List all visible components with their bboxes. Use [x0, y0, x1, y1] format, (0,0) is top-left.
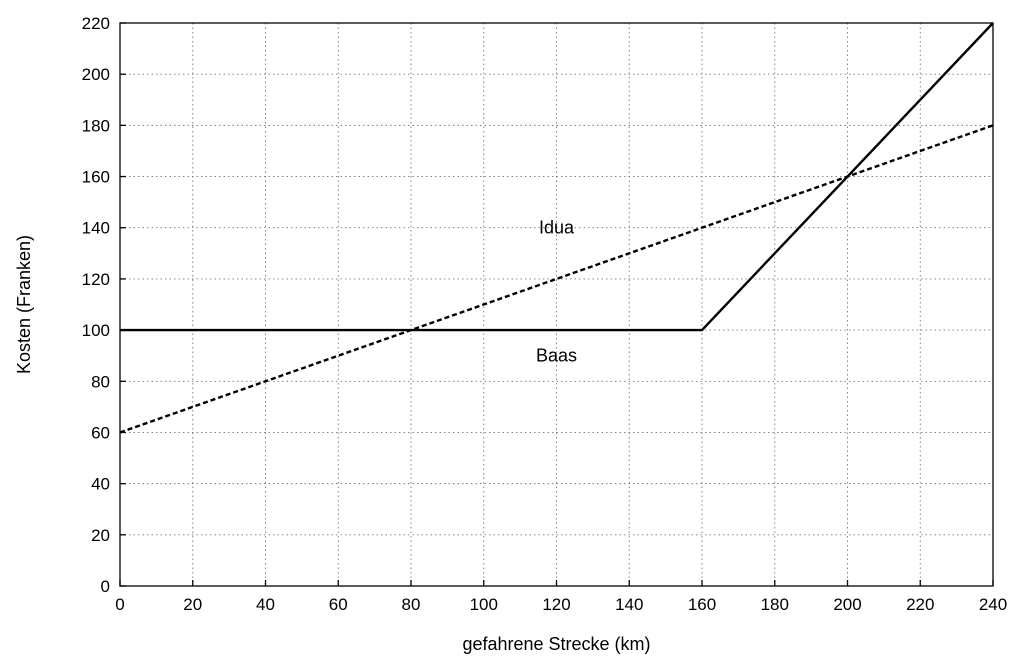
series-layer: [119, 22, 994, 434]
x-tick-label: 100: [470, 595, 498, 614]
x-tick-label: 200: [833, 595, 861, 614]
x-tick-label: 180: [761, 595, 789, 614]
y-tick-label: 40: [91, 475, 110, 494]
series-labels: Idua Baas: [536, 218, 577, 366]
x-tick-label: 160: [688, 595, 716, 614]
x-tick-label: 40: [256, 595, 275, 614]
x-tick-label: 60: [329, 595, 348, 614]
x-axis-title: gefahrene Strecke (km): [462, 634, 650, 654]
x-tick-label: 120: [542, 595, 570, 614]
x-tick-label: 220: [906, 595, 934, 614]
grid: [120, 23, 993, 586]
series-label-idua: Idua: [539, 218, 575, 238]
y-tick-label: 0: [101, 577, 110, 596]
x-tick-label: 0: [115, 595, 124, 614]
y-tick-label: 80: [91, 372, 110, 391]
x-tick-label: 80: [402, 595, 421, 614]
y-tick-label: 120: [82, 270, 110, 289]
axis-ticks: 0 20 40 60 80 100 120 140 160 180 200 220 240 0 20 40 60…: [82, 14, 1008, 614]
x-tick-label: 140: [615, 595, 643, 614]
plot-frame: [119, 22, 994, 587]
y-tick-label: 200: [82, 65, 110, 84]
y-tick-label: 100: [82, 321, 110, 340]
x-tick-label: 240: [979, 595, 1007, 614]
x-tick-label: 20: [183, 595, 202, 614]
series-line-baas: [120, 22, 994, 332]
y-tick-label: 60: [91, 423, 110, 442]
y-axis-title: Kosten (Franken): [14, 235, 34, 374]
y-tick-label: 160: [82, 168, 110, 187]
y-tick-label: 20: [91, 526, 110, 545]
series-label-baas: Baas: [536, 346, 577, 366]
y-tick-label: 180: [82, 116, 110, 135]
y-tick-label: 140: [82, 219, 110, 238]
y-tick-label: 220: [82, 14, 110, 33]
